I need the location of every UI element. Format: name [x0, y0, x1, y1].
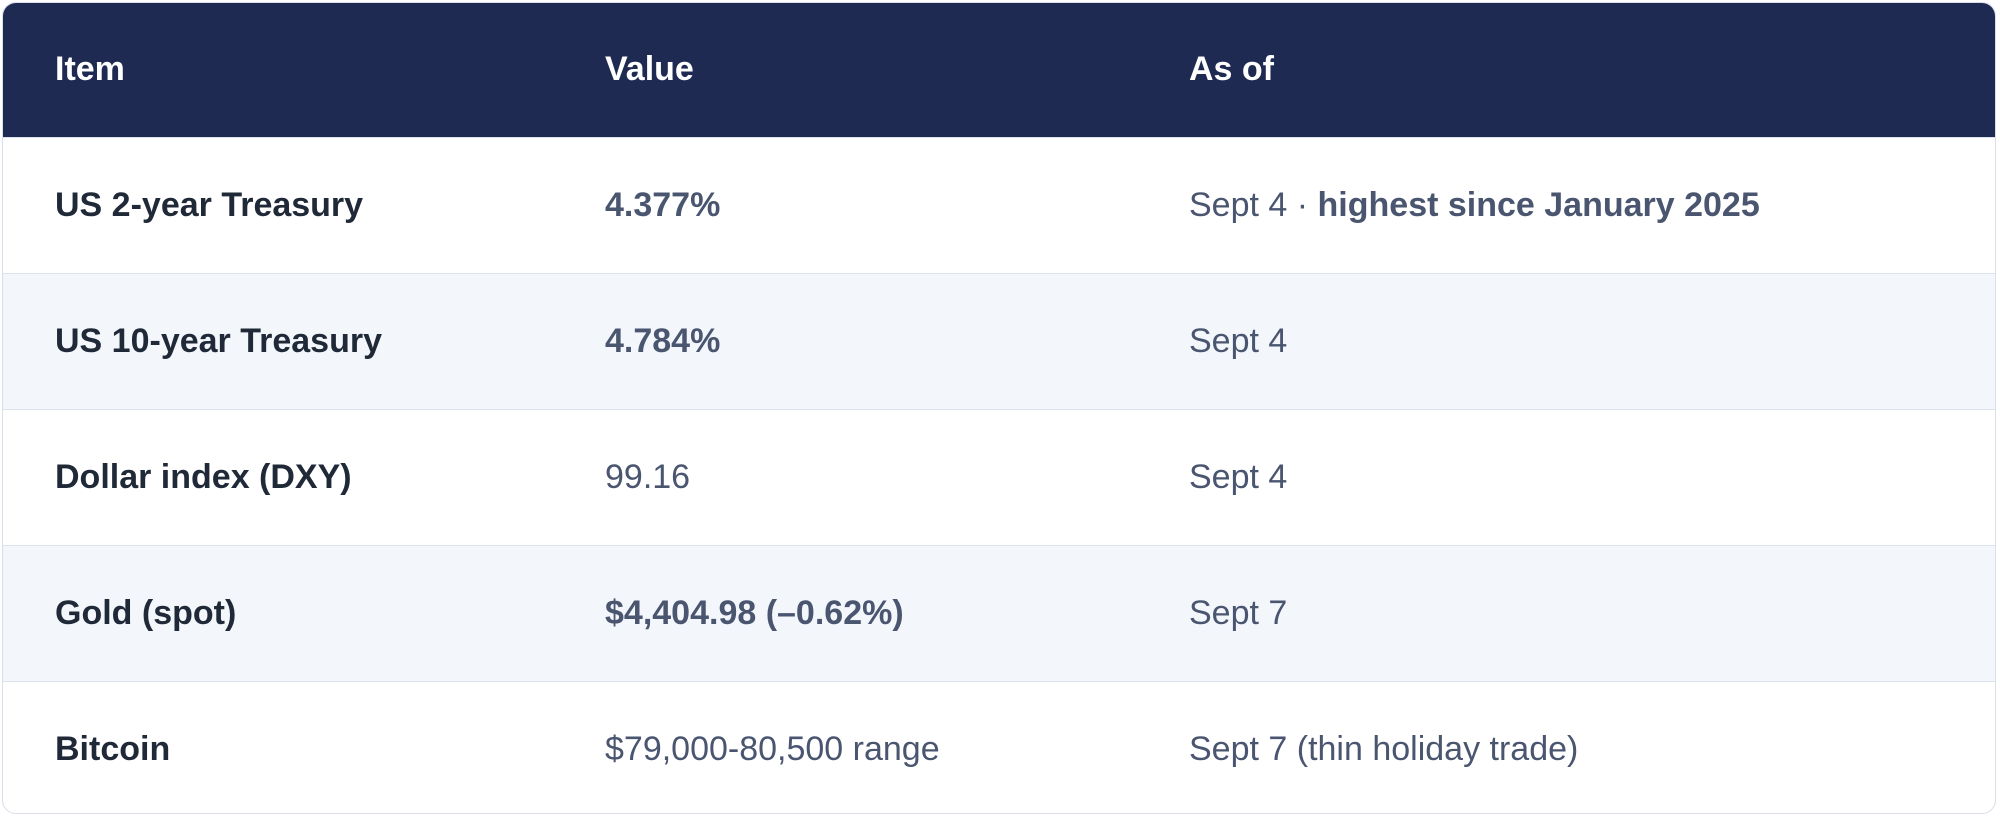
- date-cell: Sept 4: [1189, 457, 1288, 496]
- item-cell: US 2-year Treasury: [55, 185, 364, 224]
- value-cell: $79,000-80,500 range: [605, 729, 940, 768]
- note: highest since January 2025: [1317, 185, 1760, 224]
- date-cell: Sept 7: [1189, 593, 1288, 632]
- header-cell: Value: [605, 50, 694, 89]
- date-cell: Sept 7 (thin holiday trade): [1189, 729, 1579, 768]
- date-cell: Sept 4 · highest since January 2025: [1137, 137, 1995, 273]
- value-cell: $4,404.98 (–0.62%): [605, 593, 904, 632]
- header-row: Item Value As of: [3, 3, 1995, 137]
- item-cell: Dollar index (DXY): [55, 457, 352, 496]
- row: Bitcoin $79,000-80,500 range Sept 7 (thi…: [3, 681, 1995, 813]
- item-cell: Gold (spot): [55, 593, 237, 632]
- date-cell: Sept 4: [1189, 321, 1288, 360]
- row: US 10-year Treasury 4.784% Sept 4: [3, 273, 1995, 409]
- header-cell: As of: [1189, 50, 1274, 89]
- item-cell: Bitcoin: [55, 729, 171, 768]
- value-cell: 4.377%: [605, 185, 721, 224]
- header-cell: Item: [55, 50, 125, 89]
- item-cell: US 10-year Treasury: [55, 321, 382, 360]
- data-table: Item Value As of US 2-year Treasury 4.37…: [3, 3, 1995, 813]
- row: US 2-year Treasury 4.377% Sept 4 · highe…: [3, 137, 1995, 273]
- row: Gold (spot) $4,404.98 (–0.62%) Sept 7: [3, 545, 1995, 681]
- date: Sept 4 ·: [1189, 185, 1309, 224]
- value-cell: 4.784%: [605, 321, 721, 360]
- value-cell: 99.16: [605, 457, 691, 496]
- row: Dollar index (DXY) 99.16 Sept 4: [3, 409, 1995, 545]
